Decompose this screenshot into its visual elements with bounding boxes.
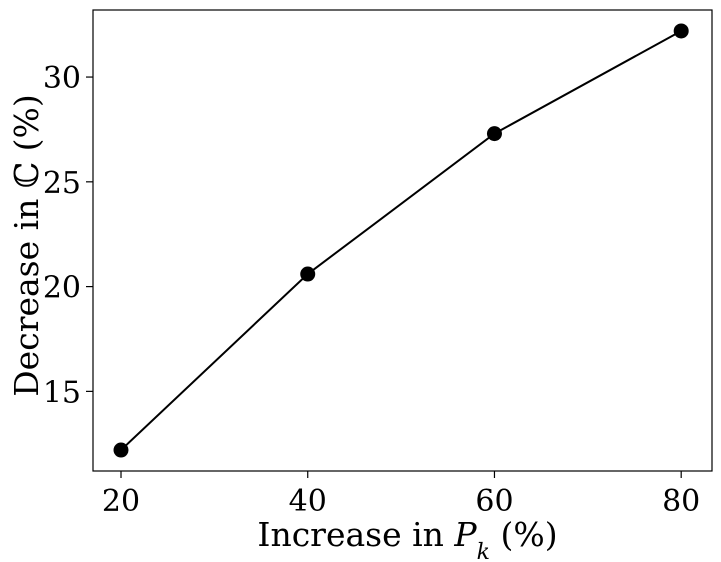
plot-frame: [92, 9, 713, 472]
y-axis-ticks: 15 20 25 30: [43, 61, 93, 410]
y-axis-label: Decrease in ℂ (%): [7, 94, 46, 397]
x-axis-ticks: 20 40 60 80: [102, 471, 700, 519]
y-tick-label: 25: [43, 166, 81, 201]
x-axis-label: Increase in Pk (%): [257, 515, 557, 562]
y-tick-label: 15: [43, 375, 81, 410]
plot-content: [113, 23, 689, 458]
x-axis-label-subscript: k: [477, 540, 490, 562]
y-tick-label: 30: [43, 61, 81, 96]
data-point: [673, 23, 689, 39]
x-tick-label: 60: [475, 484, 513, 519]
series-line: [120, 30, 682, 451]
x-tick-label: 80: [662, 484, 700, 519]
x-axis-label-symbol: P: [453, 515, 477, 554]
data-point: [113, 442, 129, 458]
y-tick-label: 20: [43, 271, 81, 306]
x-tick-label: 40: [289, 484, 327, 519]
x-axis-label-prefix: Increase in: [257, 515, 454, 554]
x-axis-label-suffix: (%): [490, 515, 558, 554]
data-point: [300, 266, 316, 282]
data-point: [486, 126, 502, 142]
x-tick-label: 20: [102, 484, 140, 519]
